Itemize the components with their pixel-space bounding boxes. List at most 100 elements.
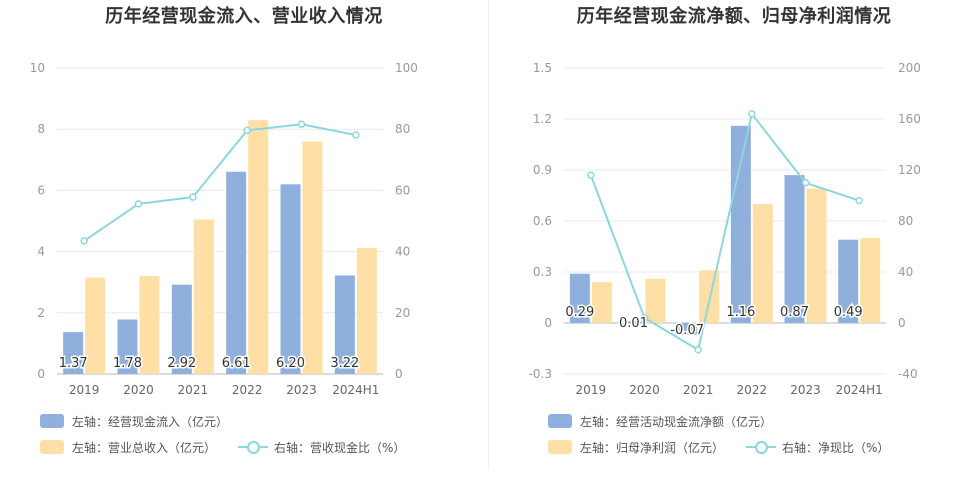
x-tick-label: 2019 bbox=[576, 383, 607, 397]
line-point bbox=[243, 126, 251, 135]
legend-label: 左轴：经营活动现金流净额（亿元） bbox=[580, 414, 773, 429]
bar-data-label: 3.22 bbox=[330, 356, 359, 371]
y-tick-label: -0.3 bbox=[529, 367, 552, 381]
y2-tick-label: -40 bbox=[898, 367, 918, 381]
legend-line-icon bbox=[746, 440, 777, 454]
bar-data-label: 1.78 bbox=[113, 356, 142, 371]
y2-tick-label: 40 bbox=[395, 245, 410, 259]
line-point bbox=[801, 179, 810, 187]
y-tick-label: 0.9 bbox=[533, 163, 552, 177]
y-tick-label: 1.5 bbox=[533, 61, 552, 75]
line-point bbox=[640, 314, 649, 322]
y2-tick-label: 160 bbox=[898, 112, 921, 126]
x-tick-label: 2019 bbox=[69, 383, 100, 397]
legend-label: 右轴：营收现金比（%） bbox=[274, 440, 406, 455]
legend-swatch-blue bbox=[40, 414, 64, 428]
left-chart-title: 历年经营现金流入、营业收入情况 bbox=[105, 6, 383, 27]
x-tick-label: 2023 bbox=[790, 383, 821, 397]
y2-tick-label: 100 bbox=[395, 61, 418, 75]
y2-tick-label: 200 bbox=[898, 61, 921, 75]
bar-secondary bbox=[139, 276, 160, 374]
x-tick-label: 2024H1 bbox=[332, 383, 379, 397]
bar-primary bbox=[784, 175, 805, 323]
legend-label: 左轴：归母净利润（亿元） bbox=[580, 440, 725, 455]
legend-swatch-blue bbox=[548, 414, 572, 428]
left-chart-panel: 历年经营现金流入、营业收入情况 0 2 4 6 8 10 0 20 40 60 80 100 2019 2… bbox=[0, 0, 488, 470]
legend-item-cash-inflow[interactable]: 左轴：经营现金流入（亿元） bbox=[40, 413, 228, 430]
legend-swatch-orange bbox=[548, 440, 572, 454]
ratio-line bbox=[589, 111, 860, 352]
bar-secondary bbox=[248, 120, 269, 375]
y-tick-label: 0 bbox=[544, 316, 552, 330]
line-point bbox=[587, 171, 595, 179]
bar-data-label: 0.29 bbox=[565, 305, 594, 320]
bar-secondary bbox=[860, 238, 881, 323]
bar-data-label: -0.07 bbox=[670, 323, 704, 338]
legend-item-net-cash-ratio[interactable]: 右轴：净现比（%） bbox=[746, 439, 889, 456]
y-tick-label: 1.2 bbox=[533, 112, 552, 126]
bar-data-label: 0.87 bbox=[780, 305, 809, 320]
x-tick-label: 2021 bbox=[178, 383, 209, 397]
x-tick-label: 2020 bbox=[123, 383, 154, 397]
bar-primary bbox=[569, 273, 590, 323]
y-tick-label: 10 bbox=[30, 61, 45, 75]
bar-primary bbox=[117, 319, 138, 374]
bar-data-label: 0.49 bbox=[834, 305, 863, 320]
bar-primary bbox=[838, 239, 859, 323]
legend-item-revenue[interactable]: 左轴：营业总收入（亿元） bbox=[40, 439, 216, 456]
line-point bbox=[134, 200, 143, 208]
bar-data-label: 2.92 bbox=[167, 356, 196, 371]
x-tick-label: 2022 bbox=[232, 383, 263, 397]
legend-swatch-orange bbox=[40, 440, 64, 454]
right-chart-title: 历年经营现金流净额、归母净利润情况 bbox=[576, 6, 892, 27]
y-tick-label: 0 bbox=[37, 367, 45, 381]
legend-item-net-profit[interactable]: 左轴：归母净利润（亿元） bbox=[548, 439, 724, 456]
bar-secondary bbox=[806, 188, 827, 323]
left-legend: 左轴：经营现金流入（亿元） 左轴：营业总收入（亿元） 右轴：营收现金比（%） bbox=[40, 408, 427, 460]
bar-data-label: 6.20 bbox=[276, 356, 305, 371]
bar-primary bbox=[623, 321, 644, 323]
right-chart-panel: 历年经营现金流净额、归母净利润情况 -0.3 0 0.3 0.6 0.9 1.2 1.5 -4… bbox=[490, 0, 975, 470]
y-tick-label: 4 bbox=[37, 245, 45, 259]
legend-label: 左轴：营业总收入（亿元） bbox=[72, 440, 217, 455]
bar-data-label: 6.61 bbox=[222, 356, 251, 371]
y2-tick-label: 40 bbox=[898, 265, 913, 279]
line-point bbox=[855, 196, 863, 205]
legend-item-cash-ratio[interactable]: 右轴：营收现金比（%） bbox=[238, 439, 405, 456]
panel-divider bbox=[488, 0, 489, 470]
x-tick-label: 2020 bbox=[629, 383, 660, 397]
y2-tick-label: 80 bbox=[395, 122, 410, 136]
legend-item-net-cash[interactable]: 左轴：经营活动现金流净额（亿元） bbox=[548, 413, 772, 430]
bar-primary bbox=[280, 184, 301, 374]
bar-secondary bbox=[752, 204, 773, 323]
y2-tick-label: 60 bbox=[395, 183, 410, 197]
y-tick-label: 2 bbox=[37, 306, 45, 320]
x-tick-label: 2021 bbox=[683, 383, 714, 397]
line-point bbox=[189, 193, 197, 201]
bar-data-label: 1.37 bbox=[59, 356, 88, 371]
y-tick-label: 8 bbox=[37, 122, 45, 136]
y2-tick-label: 80 bbox=[898, 214, 913, 228]
line-point bbox=[297, 120, 306, 129]
y2-tick-label: 0 bbox=[898, 316, 906, 330]
legend-label: 左轴：经营现金流入（亿元） bbox=[72, 414, 229, 429]
y2-tick-label: 0 bbox=[395, 367, 403, 381]
x-tick-label: 2024H1 bbox=[836, 383, 883, 397]
bar-data-label: 1.16 bbox=[726, 305, 755, 320]
y-tick-label: 0.3 bbox=[533, 265, 552, 279]
bar-primary bbox=[226, 171, 247, 374]
line-point bbox=[748, 110, 756, 118]
y2-tick-label: 120 bbox=[898, 163, 921, 177]
legend-line-icon bbox=[238, 440, 269, 454]
right-chart: -0.3 0 0.3 0.6 0.9 1.2 1.5 -40 0 40 80 120 160 200 201… bbox=[529, 61, 921, 397]
bar-secondary bbox=[85, 277, 106, 374]
right-legend: 左轴：经营活动现金流净额（亿元） 左轴：归母净利润（亿元） 右轴：净现比（%） bbox=[548, 408, 911, 460]
bar-secondary bbox=[302, 141, 323, 374]
bar-primary bbox=[171, 284, 192, 374]
x-tick-label: 2022 bbox=[737, 383, 768, 397]
y2-tick-label: 20 bbox=[395, 306, 410, 320]
y-tick-label: 0.6 bbox=[533, 214, 552, 228]
bar-data-label: 0.01 bbox=[619, 316, 648, 331]
